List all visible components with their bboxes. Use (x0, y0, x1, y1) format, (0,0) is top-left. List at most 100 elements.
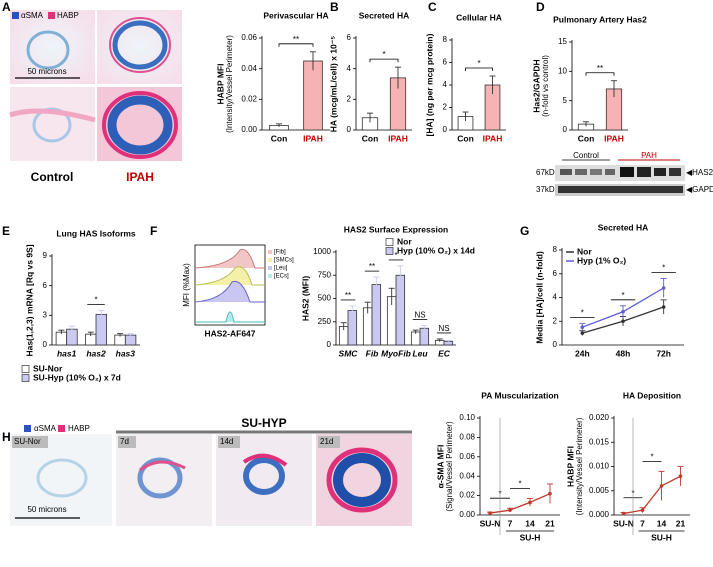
bar (395, 274, 406, 346)
y-tick-label: 0.04 (241, 64, 257, 73)
x-tick-label: 14 (525, 518, 535, 528)
y-tick-label: 0.000 (589, 510, 610, 519)
y-tick-label: 500 (318, 294, 332, 303)
y-tick-label: 4 (347, 64, 352, 73)
legend-swatch (21, 365, 30, 373)
x-tick-label: 7 (508, 518, 513, 528)
x-tick-label: 21 (545, 518, 555, 528)
chart-title: HAS2 Surface Expression (344, 224, 448, 234)
x-tick-label: Con (457, 133, 474, 143)
panel-letter: E (2, 224, 10, 238)
legend-label: αSMA (34, 424, 57, 433)
y-tick-label: 0.015 (589, 437, 610, 446)
legend-label: [SMCs] (274, 258, 294, 264)
image-label: 14d (220, 437, 233, 446)
y-tick-label: 0 (563, 125, 568, 134)
legend-label: [ECs] (274, 274, 289, 280)
x-tick-label: IPAH (388, 133, 408, 143)
x-tick-label: 24h (575, 348, 590, 358)
x-group-label: SU-H (651, 532, 672, 542)
y-tick-label: 8 (553, 245, 558, 254)
y-tick-label: 2 (347, 94, 352, 103)
y-tick-label: 0.00 (241, 125, 257, 134)
panel-letter: C (428, 0, 437, 14)
legend-label: SU-Hyp (10% O₂) x 7d (33, 372, 121, 382)
panel-letter: A (2, 0, 11, 14)
x-tick-label: IPAH (604, 133, 624, 143)
micrographs-a (9, 10, 182, 161)
y-tick-label: 1000 (313, 247, 331, 256)
blot-band: ◀GAPDH (686, 185, 713, 194)
axis-label: MFI (%Max) (182, 263, 191, 307)
y-tick-label: 4 (553, 293, 558, 302)
significance-label: ** (369, 262, 375, 271)
legend-label: HABP (57, 11, 79, 20)
y-axis-label: HAS2 (MFI) (300, 276, 310, 322)
y-axis-label: (Signal/Vessel Perimeter) (445, 421, 454, 512)
axis-label: HAS2-AF647 (204, 328, 255, 338)
flow-histogram (194, 244, 272, 326)
group-label: Control (31, 170, 74, 184)
significance-label: * (621, 291, 624, 300)
x-tick-label: 72h (656, 348, 671, 358)
chart-title: HA Deposition (623, 390, 681, 400)
x-tick-label: Leu (412, 348, 428, 358)
y-axis-label: Has(1,2,3) mRNA [Rq vs 9S] (24, 244, 34, 356)
image-label: 21d (320, 437, 333, 446)
y-tick-label: 8 (443, 35, 448, 44)
y-tick-label: 0.02 (459, 491, 475, 500)
legend-label: SU-Nor (33, 363, 63, 373)
significance-label: * (477, 59, 480, 68)
y-tick-label: 6 (443, 58, 448, 67)
x-tick-label: IPAH (303, 133, 323, 143)
legend-swatch (385, 238, 394, 246)
y-tick-label: 0.00 (459, 510, 475, 519)
western-blot (555, 159, 685, 196)
legend-label: αSMA (21, 11, 44, 20)
y-tick-label: 0.08 (459, 433, 475, 442)
y-tick-label: 750 (318, 270, 332, 279)
significance-label: ** (345, 291, 351, 300)
x-tick-label: MyoFib (381, 348, 411, 358)
x-tick-label: Fib (366, 348, 379, 358)
image-label: SU-Nor (14, 437, 41, 446)
image-label: 7d (120, 437, 129, 446)
legend-label: Nor (397, 236, 412, 246)
y-axis-label: [HA] (ng per mcg protein) (424, 33, 434, 136)
y-tick-label: 6 (43, 281, 48, 290)
legend-label: Hyp (10% O₂) x 14d (397, 245, 475, 255)
x-tick-label: 14 (657, 518, 667, 528)
bar (303, 60, 323, 131)
y-tick-label: 3 (43, 310, 48, 319)
y-axis-label: Media [HA]/cell (n-fold) (534, 251, 544, 344)
y-tick-label: 0.010 (589, 462, 610, 471)
legend-label: [Fib] (274, 250, 286, 256)
legend-swatch (21, 374, 30, 382)
x-tick-label: has1 (57, 348, 77, 358)
scale-bar-label: 50 microns (27, 505, 66, 514)
significance-label: * (581, 309, 584, 318)
chart-title: Lung HAS Isoforms (56, 228, 136, 238)
legend-label: Nor (577, 246, 592, 256)
legend-label: Hyp (1% O₂) (577, 255, 626, 265)
panel-letter: G (520, 224, 529, 238)
x-tick-label: has3 (116, 348, 136, 358)
significance-bracket (369, 58, 399, 63)
x-tick-label: Con (578, 133, 595, 143)
blot-group: PAH (641, 151, 657, 160)
x-tick-label: EC (438, 348, 451, 358)
significance-label: * (650, 452, 653, 461)
significance-bracket (278, 43, 314, 47)
legend-swatch (385, 247, 394, 255)
y-tick-label: 2 (443, 103, 448, 112)
chart-title: Secreted HA (359, 10, 410, 20)
significance-bracket (465, 67, 493, 71)
y-tick-label: 15 (558, 37, 567, 46)
y-tick-label: 9 (43, 251, 48, 260)
significance-label: * (94, 295, 97, 304)
y-tick-label: 0 (327, 340, 332, 349)
y-axis-label: α-SMA MFI (435, 445, 445, 489)
x-tick-label: SU-N (480, 518, 501, 528)
y-axis-label: Has2/GAPDH (531, 59, 541, 112)
y-tick-label: 0.02 (241, 94, 257, 103)
